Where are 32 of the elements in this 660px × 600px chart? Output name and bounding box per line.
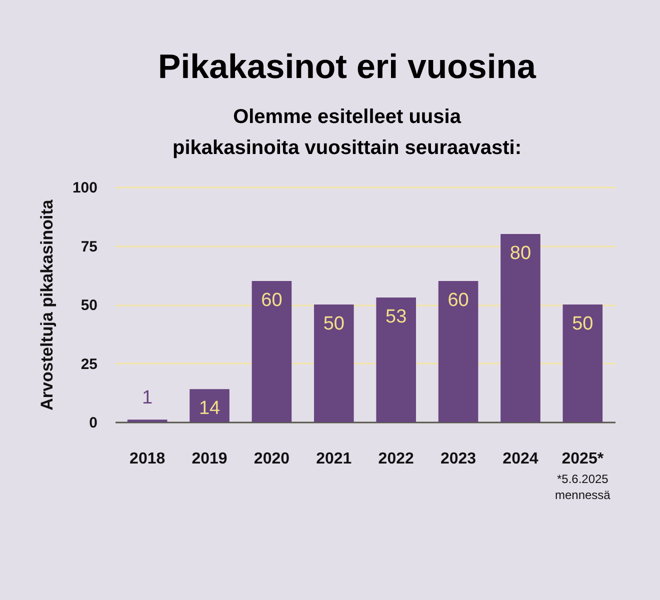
y-tick-label: 0 [89, 414, 98, 432]
bar [190, 389, 230, 422]
y-tick-label: 75 [80, 238, 98, 256]
bar [314, 304, 354, 422]
chart-subtitle: Olemme esitelleet uusia pikakasinoita vuosittain seuraavasti: [172, 106, 522, 159]
x-tick-label: 2021 [316, 450, 352, 468]
data-label: 50 [572, 314, 594, 334]
x-tick-label: 2018 [130, 450, 166, 468]
data-label: 80 [510, 243, 532, 264]
y-tick-label: 25 [80, 356, 98, 373]
bar [252, 281, 292, 422]
data-label: 1 [142, 388, 153, 409]
x-tick-label: 2025* [562, 450, 604, 468]
text: *5.6.2025 mennessä [554, 472, 611, 502]
data-label: 60 [448, 290, 469, 311]
bar [438, 281, 478, 422]
data-label: 60 [261, 290, 282, 311]
y-axis-title: Arvosteltuja pikakasinoita [37, 199, 56, 410]
x-tick-label: 2024 [502, 450, 538, 468]
data-label: 50 [323, 314, 344, 334]
data-label: 53 [386, 306, 407, 328]
data-label: 14 [198, 398, 221, 420]
bar [562, 304, 603, 422]
bar [500, 234, 540, 422]
x-tick-label: 2019 [192, 450, 228, 468]
x-tick-label: 2023 [440, 450, 476, 468]
x-tick-label: 2020 [254, 450, 290, 468]
bar [376, 297, 416, 422]
chart-title: Pikakasinot eri vuosina [158, 48, 538, 86]
y-tick-label: 100 [72, 180, 98, 196]
x-tick-label: 2022 [378, 450, 414, 468]
y-tick-label: 50 [80, 297, 98, 314]
